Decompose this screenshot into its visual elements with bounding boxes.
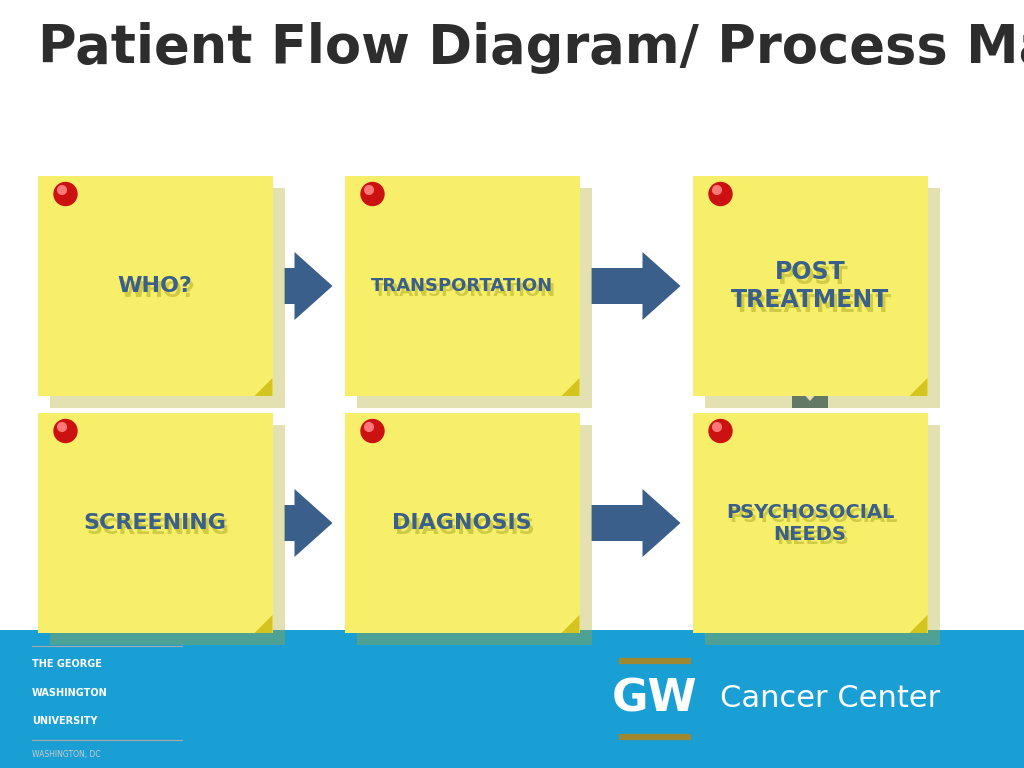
Polygon shape [561,378,580,396]
Text: DIAGNOSIS: DIAGNOSIS [395,518,535,538]
Text: SCREENING: SCREENING [86,518,229,538]
Text: POST
TREATMENT: POST TREATMENT [734,265,892,317]
Polygon shape [561,615,580,633]
Polygon shape [285,252,333,320]
Circle shape [361,183,384,206]
Text: Patient Flow Diagram/ Process Map: Patient Flow Diagram/ Process Map [38,22,1024,74]
Polygon shape [592,489,681,557]
Circle shape [365,422,374,432]
Text: WASHINGTON, DC: WASHINGTON, DC [32,750,100,759]
Circle shape [365,186,374,194]
Polygon shape [592,252,681,320]
Bar [49,188,285,408]
Polygon shape [776,363,844,408]
Text: PSYCHOSOCIAL
NEEDS: PSYCHOSOCIAL NEEDS [726,502,894,544]
Circle shape [361,419,384,442]
Polygon shape [255,615,272,633]
Polygon shape [909,378,928,396]
Text: TRANSPORTATION: TRANSPORTATION [374,282,556,300]
Bar [49,425,285,645]
Circle shape [713,422,721,432]
Text: PSYCHOSOCIAL
NEEDS: PSYCHOSOCIAL NEEDS [729,508,897,548]
Text: TRANSPORTATION: TRANSPORTATION [371,277,553,295]
Bar [0,630,1024,768]
Circle shape [57,186,67,194]
Text: SCREENING: SCREENING [84,513,226,533]
Bar [344,176,580,396]
Text: Cancer Center: Cancer Center [720,684,940,713]
Text: DIAGNOSIS: DIAGNOSIS [392,513,531,533]
Circle shape [54,419,77,442]
Circle shape [709,183,732,206]
Text: WHO?: WHO? [118,276,193,296]
Polygon shape [909,615,928,633]
Text: WHO?: WHO? [121,281,196,301]
Text: UNIVERSITY: UNIVERSITY [32,716,97,726]
Bar [38,176,272,396]
Bar [692,413,928,633]
Bar [692,176,928,396]
Text: POST
TREATMENT: POST TREATMENT [731,260,889,312]
Text: THE GEORGE: THE GEORGE [32,659,101,670]
Text: WASHINGTON: WASHINGTON [32,688,108,698]
Polygon shape [255,378,272,396]
Bar [38,413,272,633]
Text: GW: GW [612,677,697,720]
Circle shape [709,419,732,442]
Bar [356,188,592,408]
Bar [705,425,939,645]
Circle shape [57,422,67,432]
Circle shape [54,183,77,206]
Bar [344,413,580,633]
Bar [705,188,939,408]
Polygon shape [285,489,333,557]
Bar [356,425,592,645]
Circle shape [713,186,721,194]
